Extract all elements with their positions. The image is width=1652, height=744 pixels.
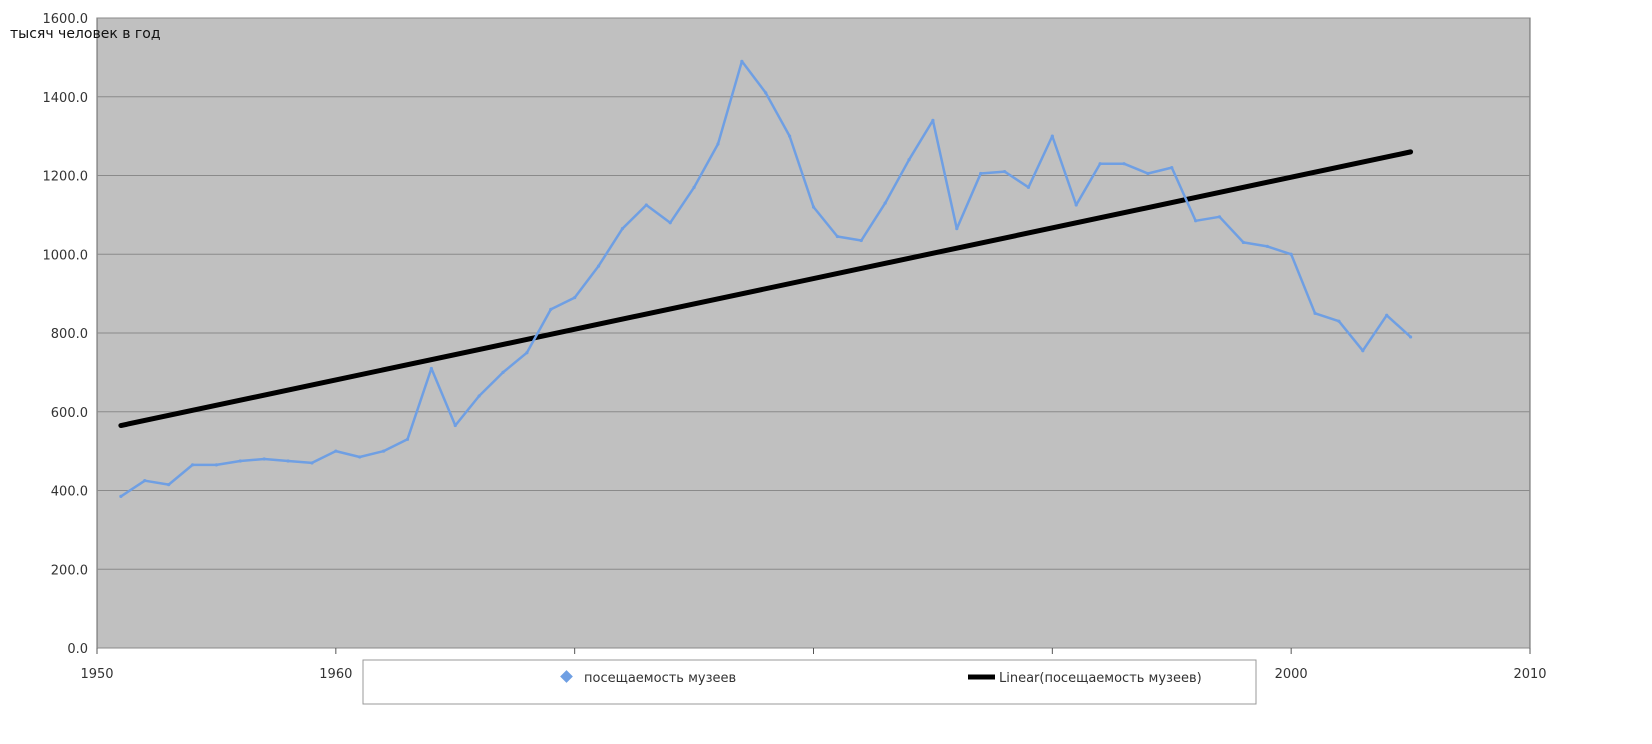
data-point	[262, 457, 266, 461]
data-point	[1313, 311, 1317, 315]
data-point	[190, 463, 195, 467]
data-point	[1074, 203, 1078, 207]
legend: посещаемость музеев Linear(посещаемость …	[362, 659, 1257, 705]
data-point	[453, 423, 457, 428]
y-tick-label: 1200.0	[43, 170, 89, 185]
data-point	[1385, 313, 1389, 317]
y-tick-label: 200.0	[51, 563, 88, 578]
data-point	[1122, 162, 1126, 166]
x-tick-label: 2010	[1513, 667, 1546, 682]
data-point	[1217, 215, 1222, 219]
data-point	[835, 234, 839, 239]
data-point	[883, 201, 887, 205]
data-point	[143, 479, 147, 483]
data-point	[525, 351, 529, 355]
data-point	[692, 185, 696, 189]
data-point	[358, 455, 362, 459]
data-point	[979, 171, 983, 176]
data-point	[1050, 134, 1054, 138]
trendline	[118, 149, 1414, 429]
data-point	[1408, 335, 1413, 339]
data-point	[955, 227, 959, 231]
data-point	[549, 307, 553, 311]
data-point	[382, 449, 386, 453]
data-point	[620, 227, 625, 231]
data-point	[1170, 166, 1174, 170]
y-axis-label: тысяч человек в год	[10, 26, 161, 42]
trendline-path	[118, 149, 1414, 429]
data-point	[238, 459, 242, 463]
data-point	[214, 463, 219, 467]
data-point	[477, 394, 481, 398]
data-point	[286, 459, 290, 463]
data-point	[573, 295, 577, 300]
x-tick-label: 2000	[1275, 667, 1308, 682]
data-point	[310, 461, 314, 465]
data-point	[119, 494, 123, 499]
legend-series-label: посещаемость музеев	[584, 671, 736, 686]
data-point	[1337, 319, 1341, 323]
data-point	[1241, 240, 1245, 245]
data-point	[1146, 171, 1150, 176]
data-point	[644, 203, 648, 207]
data-point	[1002, 169, 1007, 174]
data-point	[859, 238, 863, 243]
y-tick-label: 1400.0	[43, 91, 89, 106]
axis-ticks: 0.0 200.0 400.0 600.0 800.0 1000.0 1200.0 1400.…	[43, 12, 1547, 682]
data-point	[931, 118, 935, 122]
y-tick-label: 1600.0	[43, 12, 89, 27]
x-tick-label: 1960	[319, 667, 352, 682]
legend-trend-label: Linear(посещаемость музеев)	[999, 671, 1202, 686]
data-point	[1194, 219, 1198, 223]
data-point	[1289, 252, 1293, 256]
data-point	[167, 482, 171, 487]
y-tick-label: 400.0	[51, 485, 88, 500]
data-point	[596, 264, 601, 268]
data-point	[668, 221, 672, 225]
data-point	[716, 142, 720, 146]
data-point	[764, 91, 768, 95]
y-tick-label: 1000.0	[43, 248, 89, 263]
data-point	[1026, 185, 1031, 189]
y-tick-label: 800.0	[51, 327, 88, 342]
series-line	[119, 59, 1413, 499]
data-point	[788, 134, 792, 138]
x-tick-label: 1950	[80, 667, 113, 682]
data-point	[1265, 244, 1269, 248]
data-point	[429, 366, 433, 371]
data-point	[740, 59, 744, 63]
data-point	[501, 370, 505, 374]
legend-box	[362, 659, 1257, 705]
y-tick-label: 600.0	[51, 406, 88, 421]
data-point	[405, 437, 410, 441]
data-point	[907, 158, 911, 162]
data-point	[1098, 162, 1102, 166]
data-point	[1361, 349, 1365, 353]
data-point	[811, 205, 816, 209]
y-tick-label: 0.0	[67, 642, 88, 657]
data-point	[334, 449, 338, 453]
